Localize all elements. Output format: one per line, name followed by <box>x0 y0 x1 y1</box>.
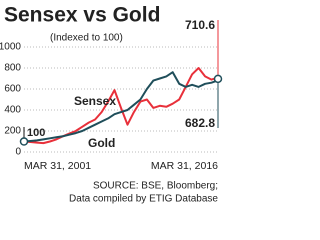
data-label: 710.6 <box>185 18 215 32</box>
chart-title: Sensex vs Gold <box>4 4 160 27</box>
series-label: Gold <box>88 136 115 150</box>
y-tick-label: 800 <box>4 63 21 74</box>
y-tick-label: 200 <box>4 126 21 137</box>
series-line <box>23 67 219 145</box>
series-line <box>23 71 219 143</box>
chart-subtitle: (Indexed to 100) <box>50 33 123 44</box>
y-tick-label: 600 <box>4 84 21 95</box>
start-marker <box>19 137 29 146</box>
data-label: 682.8 <box>185 116 215 130</box>
y-tick-label: 1000 <box>0 42 21 53</box>
chart: Sensex vs Gold (Indexed to 100) SOURCE: … <box>0 4 223 205</box>
end-marker <box>213 74 223 84</box>
source: Data compiled by ETIG Database <box>69 194 218 205</box>
x-tick-label: MAR 31, 2001 <box>24 160 91 172</box>
source: SOURCE: BSE, Bloomberg; <box>93 181 218 192</box>
y-tick-label: 400 <box>4 105 21 116</box>
y-tick-label: 0 <box>15 147 21 158</box>
x-tick-label: MAR 31, 2016 <box>151 160 218 172</box>
data-label: 100 <box>27 127 45 139</box>
series-label: Sensex <box>74 94 116 108</box>
